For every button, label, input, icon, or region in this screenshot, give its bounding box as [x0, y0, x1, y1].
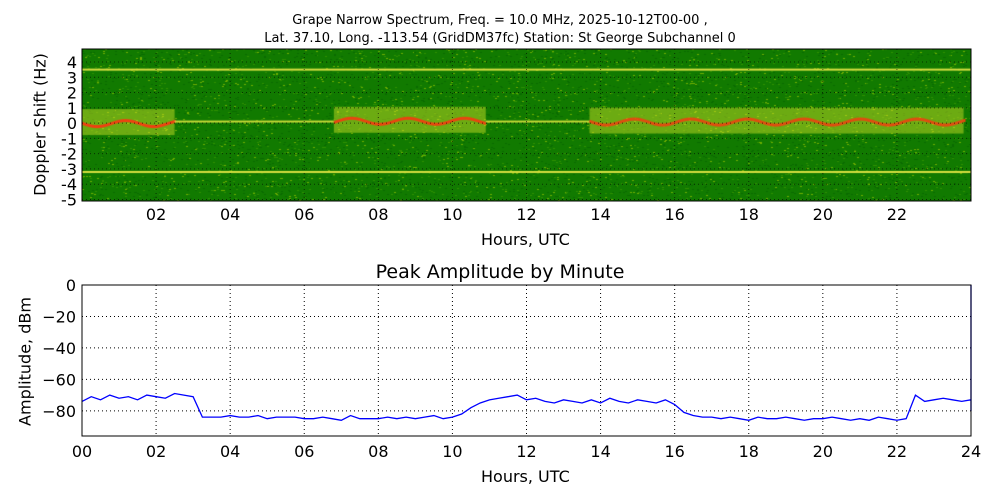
amplitude-xtick: 16 — [664, 442, 684, 461]
spectrum-xtick: 02 — [146, 205, 166, 224]
amplitude-xtick: 08 — [368, 442, 388, 461]
amplitude-xtick: 02 — [146, 442, 166, 461]
spectrum-xtick: 12 — [516, 205, 536, 224]
amplitude-ylabel: Amplitude, dBm — [15, 297, 35, 426]
spectrum-ytick: 1 — [67, 99, 77, 118]
amplitude-xtick: 12 — [516, 442, 536, 461]
spectrum-ytick: -4 — [61, 175, 77, 194]
spectrum-ytick: 4 — [67, 53, 77, 72]
amplitude-xtick: 20 — [813, 442, 833, 461]
amplitude-ytick: −20 — [42, 307, 76, 326]
amplitude-xtick: 00 — [72, 442, 92, 461]
amplitude-frame — [81, 284, 972, 437]
amplitude-xtick: 04 — [220, 442, 240, 461]
amplitude-xtick: 10 — [442, 442, 462, 461]
spectrum-xlabel: Hours, UTC — [481, 230, 570, 249]
spectrum-ytick: -3 — [61, 160, 77, 179]
amplitude-ytick: −40 — [42, 339, 76, 358]
spectrum-xtick: 18 — [739, 205, 759, 224]
spectrum-xtick: 16 — [664, 205, 684, 224]
spectrum-ytick: -5 — [61, 190, 77, 209]
amplitude-xtick: 22 — [887, 442, 907, 461]
spectrum-xtick: 14 — [590, 205, 610, 224]
amplitude-ytick: 0 — [66, 276, 76, 295]
spectrum-xtick: 10 — [442, 205, 462, 224]
spectrum-title-line1: Grape Narrow Spectrum, Freq. = 10.0 MHz,… — [292, 13, 708, 28]
spectrum-xtick: 20 — [813, 205, 833, 224]
spectrum-xtick: 06 — [294, 205, 314, 224]
amplitude-xtick: 14 — [590, 442, 610, 461]
spectrum-ytick: -2 — [61, 145, 77, 164]
spectrum-title-line2: Lat. 37.10, Long. -113.54 (GridDM37fc) S… — [264, 31, 736, 46]
amplitude-xlabel: Hours, UTC — [481, 467, 570, 486]
amplitude-xtick: 06 — [294, 442, 314, 461]
amplitude-title: Peak Amplitude by Minute — [375, 261, 625, 283]
amplitude-xtick: 24 — [961, 442, 981, 461]
spectrum-ytick: 0 — [67, 114, 77, 133]
spectrum-xtick: 04 — [220, 205, 240, 224]
amplitude-ytick: −80 — [42, 402, 76, 421]
spectrum-xtick: 22 — [887, 205, 907, 224]
spectrum-xtick: 08 — [368, 205, 388, 224]
spectrum-ytick: -1 — [61, 129, 77, 148]
spectrum-ytick: 3 — [67, 68, 77, 87]
spectrum-ylabel: Doppler Shift (Hz) — [30, 53, 50, 196]
spectrum-ytick: 2 — [67, 84, 77, 103]
amplitude-xtick: 18 — [739, 442, 759, 461]
amplitude-ytick: −60 — [42, 370, 76, 389]
